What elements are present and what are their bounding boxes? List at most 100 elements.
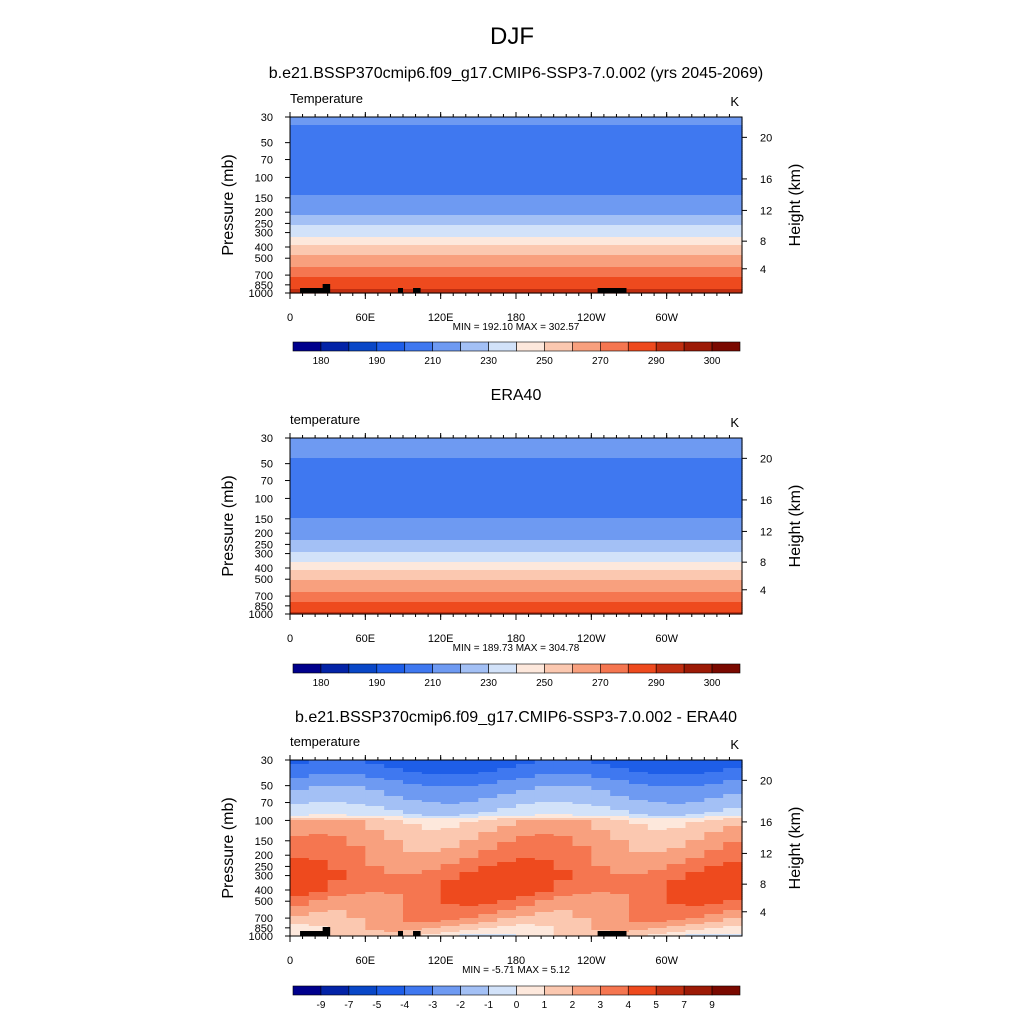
field-cell — [290, 576, 743, 579]
colorbar-swatch — [627, 341, 657, 352]
field-cell — [290, 766, 310, 769]
field-cell — [421, 898, 442, 901]
field-cell — [346, 814, 366, 817]
field-cell — [497, 850, 517, 853]
field-cell — [591, 886, 611, 889]
field-cell — [290, 538, 743, 541]
field-cell — [516, 882, 536, 885]
field-cell — [365, 876, 385, 879]
field-cell — [290, 594, 743, 597]
field-cell — [704, 842, 724, 845]
field-cell — [403, 782, 423, 785]
field-cell — [421, 904, 442, 907]
field-cell — [290, 211, 743, 214]
field-cell — [403, 868, 423, 871]
field-cell — [440, 838, 461, 841]
field-cell — [572, 840, 592, 843]
field-cell — [685, 766, 705, 769]
field-cell — [647, 890, 668, 893]
field-cell — [478, 786, 498, 789]
field-cell — [327, 848, 348, 851]
field-cell — [327, 794, 348, 797]
field-cell — [290, 261, 743, 264]
field-cell — [478, 852, 498, 855]
field-cell — [666, 854, 687, 857]
field-cell — [290, 570, 743, 573]
field-cell — [534, 852, 555, 855]
field-cell — [704, 764, 724, 767]
field-cell — [497, 820, 517, 823]
field-cell — [459, 872, 479, 875]
field-cell — [572, 844, 592, 847]
field-cell — [666, 898, 687, 901]
field-cell — [346, 812, 366, 815]
field-cell — [553, 774, 574, 777]
field-cell — [478, 816, 498, 819]
field-cell — [497, 932, 517, 935]
field-cell — [572, 834, 592, 837]
field-cell — [440, 852, 461, 855]
field-cell — [290, 217, 743, 220]
field-cell — [290, 133, 743, 136]
field-cell — [497, 934, 517, 937]
field-cell — [346, 924, 366, 927]
field-cell — [440, 876, 461, 879]
field-cell — [685, 920, 705, 923]
field-cell — [459, 784, 479, 787]
field-cell — [723, 766, 743, 769]
field-cell — [704, 866, 724, 869]
y-tick-label: 100 — [255, 815, 273, 827]
field-cell — [591, 868, 611, 871]
field-cell — [610, 786, 630, 789]
field-cell — [478, 800, 498, 803]
field-cell — [629, 900, 649, 903]
field-cell — [591, 900, 611, 903]
field-cell — [553, 828, 574, 831]
y-tick-label: 250 — [255, 539, 273, 551]
field-cell — [421, 864, 442, 867]
field-cell — [440, 858, 461, 861]
field-cell — [327, 872, 348, 875]
field-cell — [666, 834, 687, 837]
field-cell — [440, 930, 461, 933]
field-cell — [629, 766, 649, 769]
units-label: K — [730, 737, 739, 752]
field-cell — [704, 778, 724, 781]
field-cell — [440, 772, 461, 775]
field-cell — [591, 872, 611, 875]
field-cell — [723, 874, 743, 877]
field-cell — [553, 880, 574, 883]
field-cell — [308, 840, 329, 843]
field-cell — [290, 778, 310, 781]
field-cell — [308, 804, 329, 807]
field-cell — [553, 916, 574, 919]
field-cell — [290, 131, 743, 134]
field-cell — [327, 812, 348, 815]
field-cell — [478, 760, 498, 763]
field-cell — [290, 259, 743, 262]
y-right-tick-label: 16 — [760, 174, 772, 186]
field-cell — [365, 844, 385, 847]
field-cell — [534, 800, 555, 803]
field-cell — [534, 894, 555, 897]
field-cell — [685, 924, 705, 927]
field-cell — [723, 842, 743, 845]
field-cell — [290, 544, 743, 547]
field-cell — [459, 884, 479, 887]
field-cell — [421, 900, 442, 903]
field-cell — [403, 924, 423, 927]
field-cell — [346, 922, 366, 925]
field-cell — [290, 528, 743, 531]
field-cell — [346, 834, 366, 837]
field-cell — [497, 870, 517, 873]
field-cell — [365, 926, 385, 929]
field-cell — [421, 832, 442, 835]
field-cell — [365, 796, 385, 799]
field-cell — [365, 858, 385, 861]
field-cell — [290, 540, 743, 543]
field-cell — [666, 792, 687, 795]
field-cell — [704, 926, 724, 929]
field-cell — [365, 922, 385, 925]
field-cell — [384, 896, 404, 899]
field-cell — [440, 824, 461, 827]
